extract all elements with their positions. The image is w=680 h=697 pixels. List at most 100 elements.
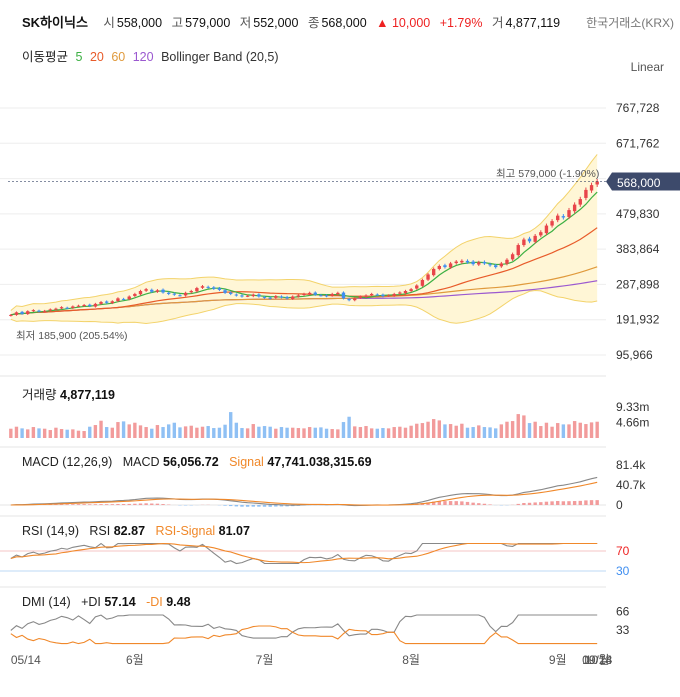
- candle-body: [567, 210, 571, 217]
- volume-bar: [82, 431, 86, 438]
- candle-body: [589, 185, 594, 191]
- candle-body: [398, 292, 402, 294]
- candle-body: [415, 285, 419, 289]
- volume-bar: [183, 426, 188, 438]
- dmi-minus-value: 9.48: [166, 595, 191, 609]
- candle-body: [183, 292, 188, 296]
- macd-histogram-bar: [257, 505, 261, 507]
- candle-body: [279, 296, 284, 298]
- volume-bar: [516, 414, 520, 438]
- macd-histogram-bar: [121, 504, 126, 505]
- ma120-legend[interactable]: 120: [132, 50, 154, 64]
- volume-bar: [420, 423, 425, 438]
- candle-body: [138, 291, 143, 295]
- volume-bar: [375, 428, 379, 438]
- macd-histogram-bar: [279, 505, 284, 507]
- dmi-panel-label: DMI (14) +DI 57.14 -DI 9.48: [22, 595, 191, 609]
- volume-bar: [31, 427, 36, 438]
- candle-body: [240, 295, 244, 297]
- ma5-legend[interactable]: 5: [75, 50, 83, 64]
- macd-histogram-bar: [54, 504, 58, 505]
- price-ytick: 479,830: [616, 207, 660, 221]
- macd-histogram-bar: [251, 505, 255, 507]
- scale-mode-button[interactable]: Linear: [630, 60, 664, 74]
- ma20-legend[interactable]: 20: [89, 50, 104, 64]
- macd-histogram-bar: [477, 503, 481, 505]
- candle-body: [65, 307, 69, 309]
- macd-histogram-bar: [527, 502, 532, 505]
- candle-body: [544, 225, 549, 234]
- candle-body: [403, 291, 408, 294]
- macd-ytick: 0: [616, 498, 623, 512]
- candle-body: [324, 295, 329, 297]
- macd-histogram-bar: [460, 501, 464, 505]
- volume-bar: [274, 428, 278, 438]
- rsi-line-value: 82.87: [113, 524, 146, 538]
- candle-body: [420, 279, 425, 286]
- candle-body: [274, 296, 278, 298]
- candle-body: [110, 301, 114, 304]
- volume-bar: [166, 424, 171, 438]
- macd-histogram-bar: [584, 500, 588, 505]
- close-value: 568,000: [321, 16, 367, 30]
- volume-bar: [499, 424, 504, 438]
- volume-bar: [93, 425, 98, 438]
- volume-bar: [178, 427, 182, 438]
- ma60-legend[interactable]: 60: [111, 50, 126, 64]
- current-price-tag-shape: [606, 172, 680, 191]
- volume-bar: [172, 422, 177, 438]
- candle-body: [499, 263, 504, 267]
- dmi-minus-line: [10, 625, 598, 645]
- candle-body: [59, 307, 64, 309]
- candle-body: [375, 294, 379, 296]
- bollinger-legend[interactable]: Bollinger Band (20,5): [161, 50, 279, 64]
- candle-body: [104, 301, 109, 303]
- candle-body: [510, 254, 515, 260]
- candle-body: [206, 286, 210, 288]
- macd-histogram-bar: [533, 502, 537, 505]
- candle-body: [578, 199, 582, 205]
- volume-bar: [144, 427, 148, 438]
- volume-bar: [465, 427, 470, 438]
- candle-body: [26, 311, 30, 315]
- macd-histogram-bar: [133, 503, 137, 505]
- ma-legend-label: 이동평균: [22, 50, 69, 64]
- candle-body: [471, 261, 475, 265]
- volume-bar: [212, 428, 216, 438]
- volume-bar: [409, 425, 413, 438]
- macd-line: [10, 476, 598, 507]
- volume-bar: [544, 422, 549, 438]
- volume-bar: [138, 425, 143, 438]
- rsi-signal-line: [10, 542, 598, 564]
- volume-bar: [307, 427, 312, 438]
- macd-histogram-bar: [262, 505, 267, 507]
- candle-body: [330, 293, 334, 296]
- dmi-title: DMI: [22, 595, 45, 609]
- bollinger-upper-line: [10, 154, 598, 311]
- macd-histogram-bar: [488, 504, 492, 505]
- volume-bar: [161, 427, 165, 438]
- volume-bar: [121, 421, 126, 438]
- macd-signal-label: Signal: [229, 455, 264, 469]
- macd-histogram-bar: [426, 502, 430, 505]
- volume-bar: [584, 424, 588, 438]
- dmi-plus-line: [10, 614, 598, 639]
- candle-body: [313, 292, 317, 295]
- candle-body: [93, 303, 98, 307]
- macd-signal-value: 47,741.038,315.69: [267, 455, 372, 469]
- candle-body: [448, 263, 453, 268]
- macd-histogram-bar: [471, 502, 475, 505]
- macd-histogram-bar: [539, 502, 543, 505]
- volume-bar: [313, 427, 317, 438]
- macd-histogram-bar: [82, 504, 86, 505]
- volume-bar: [578, 422, 582, 438]
- max-annotation: 최고 579,000 (-1.90%): [496, 168, 600, 180]
- volume-value: 4,877,119: [505, 16, 561, 30]
- volume-bar: [482, 427, 487, 438]
- candle-body: [82, 304, 86, 306]
- candle-body: [482, 261, 487, 264]
- volume-bar: [443, 424, 447, 438]
- volume-bar: [392, 427, 396, 438]
- candle-body: [595, 181, 599, 185]
